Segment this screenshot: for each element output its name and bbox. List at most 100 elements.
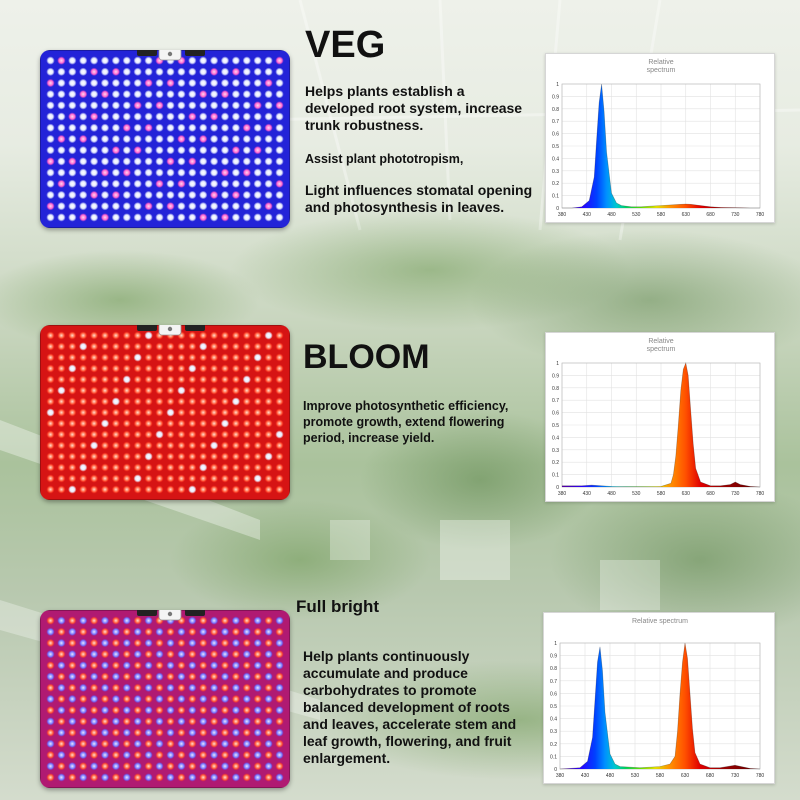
x-tick-label: 630 [681,773,690,779]
x-tick-label: 680 [706,491,715,497]
y-tick-label: 0.8 [552,107,559,113]
y-tick-label: 0.2 [552,181,559,187]
y-tick-label: 0.6 [552,411,559,417]
x-tick-label: 530 [631,773,640,779]
chart-title-line: Relative [648,338,673,345]
y-tick-label: 0.9 [550,654,557,660]
y-tick-label: 0.3 [550,729,557,735]
x-tick-label: 630 [682,491,691,497]
mounting-clip [137,50,205,61]
full-bright-paragraph-1: Help plants continuously accumulate and … [303,648,517,766]
section-title-bloom: BLOOM [303,338,430,376]
chart-title: Relative spectrum [632,618,688,625]
x-tick-labels: 380 430 480 530 580 630 680 730 780 [556,773,765,779]
x-tick-label: 580 [656,773,665,779]
full-bright-led-grid [40,610,290,788]
x-tick-label: 530 [632,491,641,497]
y-tick-label: 0.7 [550,679,557,685]
section-title-full-bright: Full bright [296,597,380,616]
mounting-clip [137,610,205,621]
y-tick-label: 0.1 [550,754,557,760]
x-tick-label: 530 [632,212,641,218]
y-tick-label: 1 [556,82,559,88]
y-tick-label: 0.9 [552,94,559,100]
y-tick-label: 0.6 [550,691,557,697]
led-dots [46,331,284,494]
y-tick-label: 0 [556,485,559,491]
y-tick-label: 0.2 [550,742,557,748]
x-tick-label: 730 [731,773,740,779]
x-tick-label: 730 [731,491,740,497]
x-tick-label: 580 [657,491,666,497]
y-tick-label: 0.3 [552,169,559,175]
x-tick-label: 430 [583,491,592,497]
full-bright-led-panel [40,610,290,788]
x-tick-label: 630 [682,212,691,218]
y-tick-label: 0.5 [552,144,559,150]
chart-title-line: spectrum [647,346,676,353]
y-tick-labels: 0 0.1 0.2 0.3 0.4 0.5 0.6 0.7 0.8 0.9 1 [550,641,557,773]
x-tick-label: 380 [558,491,567,497]
y-tick-label: 0.7 [552,119,559,125]
section-description-veg: Helps plants establish a developed root … [305,83,535,216]
led-dots [46,56,284,222]
y-tick-label: 0.8 [552,386,559,392]
spectrum-line [559,642,761,770]
bloom-led-panel [40,325,290,500]
veg-paragraph-2: Assist plant phototropism, [305,152,464,166]
y-tick-label: 0.4 [552,435,559,441]
mounting-clip [137,325,205,336]
y-tick-label: 0.3 [552,448,559,454]
x-tick-label: 780 [756,773,765,779]
y-tick-label: 1 [556,361,559,367]
y-tick-label: 1 [554,641,557,647]
veg-paragraph-1: Helps plants establish a developed root … [305,83,523,133]
y-tick-labels: 0 0.1 0.2 0.3 0.4 0.5 0.6 0.7 0.8 0.9 1 [552,361,559,491]
y-tick-label: 0.5 [552,423,559,429]
y-tick-label: 0.4 [552,156,559,162]
x-tick-label: 730 [731,212,740,218]
y-tick-label: 0.4 [550,717,557,723]
y-tick-label: 0.1 [552,194,559,200]
grid-lines [561,362,761,488]
chart-title-line: Relative [648,59,673,66]
y-tick-label: 0.7 [552,398,559,404]
y-tick-label: 0.2 [552,460,559,466]
y-tick-label: 0.5 [550,704,557,710]
x-tick-label: 480 [607,491,616,497]
veg-spectrum-chart: Relative spectrum 0 0.1 0.2 0.3 0.4 0.5 0.6 0.7 0.… [545,53,775,223]
y-tick-label: 0.6 [552,132,559,138]
x-tick-label: 780 [756,491,765,497]
full-bright-spectrum-plot: Relative spectrum00.10.20.30.40.50.60.70… [550,618,765,779]
y-tick-label: 0.1 [552,473,559,479]
veg-led-panel [40,50,290,228]
spectrum-area [562,84,760,208]
chart-title-line: Relative spectrum [632,618,688,625]
veg-paragraph-3: Light influences stomatal opening and ph… [305,182,533,215]
y-tick-label: 0 [554,767,557,773]
spectrum-line [562,361,761,488]
section-description-full-bright: Help plants continuously accumulate and … [303,648,531,767]
x-tick-labels: 380 430 480 530 580 630 680 730 780 [558,491,765,497]
spectrum-line [562,83,760,209]
y-tick-label: 0.8 [550,666,557,672]
led-dots [46,616,284,782]
x-tick-label: 480 [606,773,615,779]
x-tick-label: 580 [657,212,666,218]
y-tick-label: 0 [556,206,559,212]
bloom-spectrum-chart: Relative spectrum 0 0.1 0.2 0.3 0.4 0.5 0.6 0.7 0.… [545,332,775,502]
spectrum-area [560,643,760,769]
section-description-bloom: Improve photosynthetic efficiency, promo… [303,398,518,446]
y-tick-label: 0.9 [552,373,559,379]
x-tick-label: 380 [558,212,567,218]
chart-title-line: spectrum [647,67,676,74]
bloom-led-grid [40,325,290,500]
x-tick-label: 480 [607,212,616,218]
bloom-paragraph-1: Improve photosynthetic efficiency, promo… [303,399,509,445]
x-tick-labels: 380 430 480 530 580 630 680 730 780 [558,212,765,218]
y-tick-labels: 0 0.1 0.2 0.3 0.4 0.5 0.6 0.7 0.8 0.9 1 [552,82,559,212]
x-tick-label: 430 [583,212,592,218]
